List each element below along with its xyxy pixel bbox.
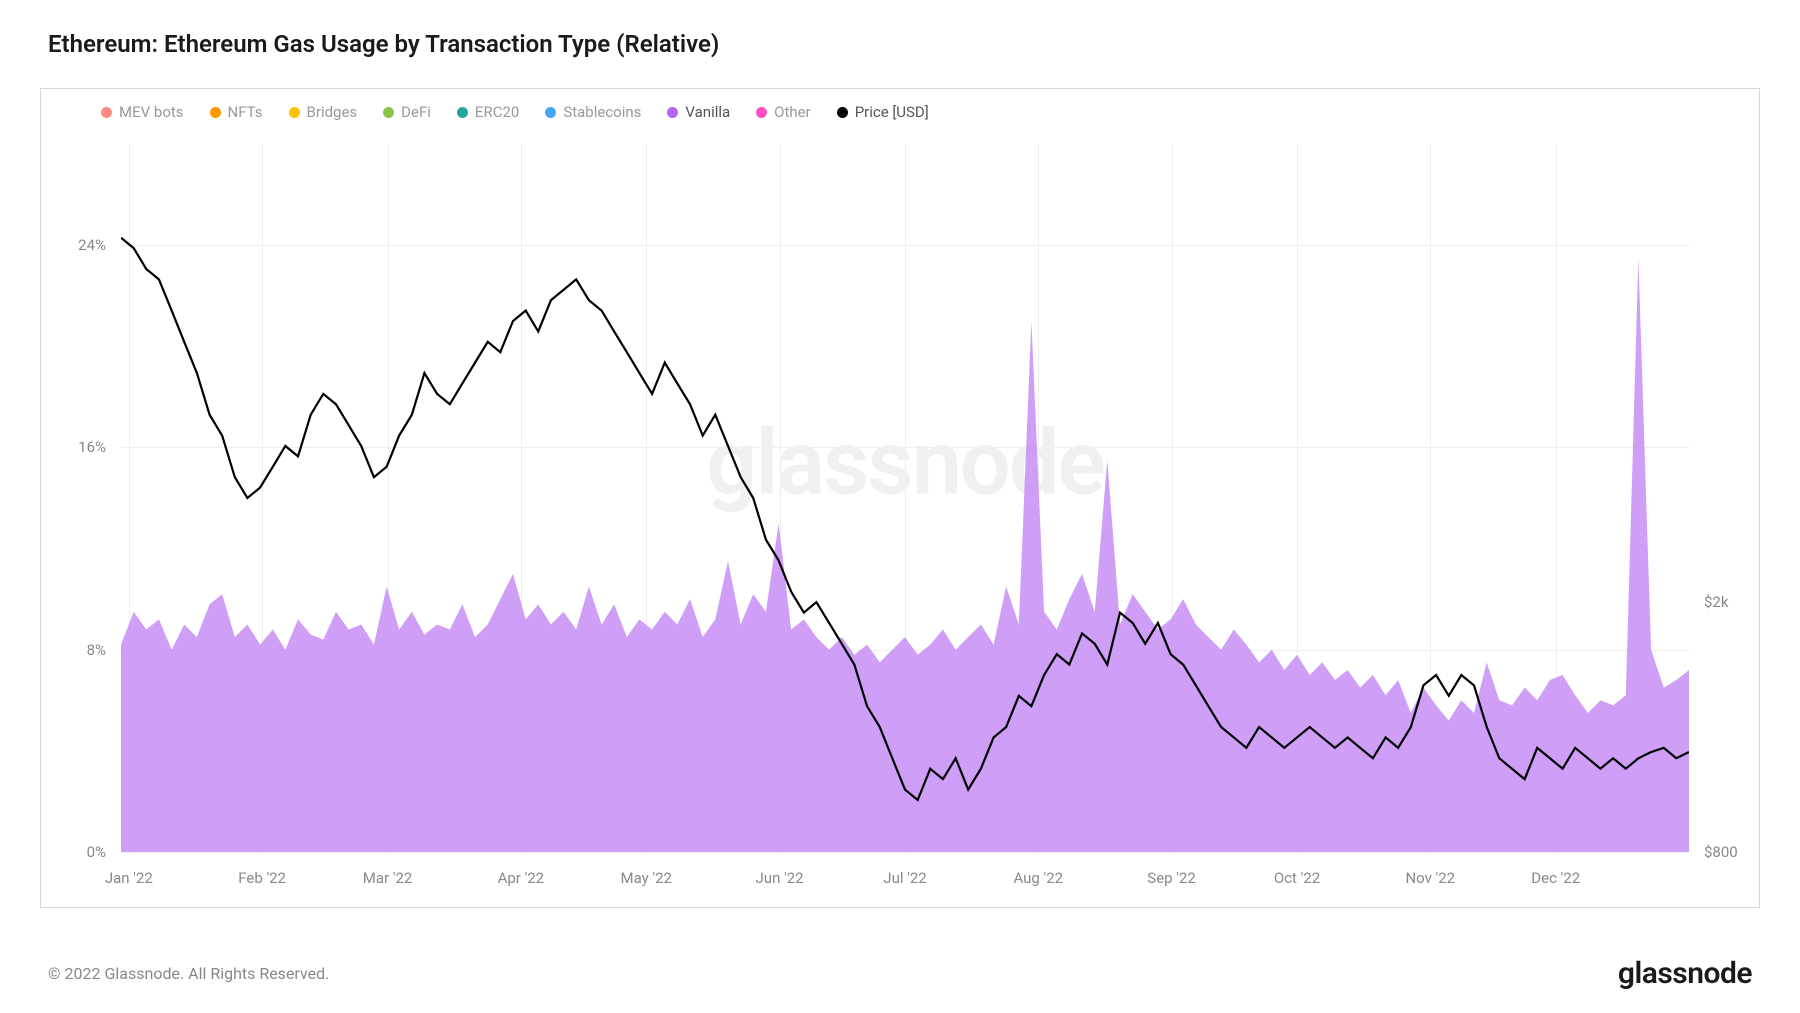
legend-dot bbox=[837, 107, 848, 118]
legend-label: Other bbox=[774, 103, 811, 121]
x-tick: Aug '22 bbox=[1013, 869, 1063, 887]
legend-item-mev-bots[interactable]: MEV bots bbox=[101, 103, 184, 121]
x-tick: Apr '22 bbox=[498, 869, 545, 887]
legend-label: Price [USD] bbox=[855, 103, 929, 121]
x-tick: Jan '22 bbox=[105, 869, 153, 887]
x-tick: Sep '22 bbox=[1147, 869, 1196, 887]
chart-title: Ethereum: Ethereum Gas Usage by Transact… bbox=[48, 30, 1760, 58]
legend-item-defi[interactable]: DeFi bbox=[383, 103, 431, 121]
legend-item-vanilla[interactable]: Vanilla bbox=[667, 103, 730, 121]
legend-dot bbox=[289, 107, 300, 118]
legend-label: ERC20 bbox=[475, 103, 519, 121]
x-tick: Jul '22 bbox=[883, 869, 926, 887]
y-axis-left: 0%8%16%24% bbox=[41, 144, 116, 852]
legend-label: Bridges bbox=[307, 103, 358, 121]
plot-area: glassnode bbox=[121, 144, 1689, 852]
legend-dot bbox=[756, 107, 767, 118]
x-tick: May '22 bbox=[621, 869, 672, 887]
gridline-h bbox=[121, 852, 1689, 853]
x-tick: Oct '22 bbox=[1274, 869, 1320, 887]
legend-dot bbox=[457, 107, 468, 118]
y-left-tick: 24% bbox=[78, 236, 106, 254]
legend-item-price-usd-[interactable]: Price [USD] bbox=[837, 103, 929, 121]
legend-dot bbox=[383, 107, 394, 118]
legend-item-nfts[interactable]: NFTs bbox=[210, 103, 263, 121]
legend-dot bbox=[210, 107, 221, 118]
legend-dot bbox=[545, 107, 556, 118]
y-left-tick: 0% bbox=[87, 843, 106, 861]
copyright: © 2022 Glassnode. All Rights Reserved. bbox=[48, 964, 329, 983]
legend-label: MEV bots bbox=[119, 103, 184, 121]
x-tick: Dec '22 bbox=[1531, 869, 1580, 887]
chart-svg bbox=[121, 144, 1689, 852]
x-axis: Jan '22Feb '22Mar '22Apr '22May '22Jun '… bbox=[121, 857, 1689, 907]
legend-label: Stablecoins bbox=[563, 103, 641, 121]
x-tick: Mar '22 bbox=[363, 869, 413, 887]
x-tick: Feb '22 bbox=[238, 869, 286, 887]
brand-logo: glassnode bbox=[1618, 956, 1752, 991]
legend-dot bbox=[101, 107, 112, 118]
x-tick: Jun '22 bbox=[756, 869, 804, 887]
y-right-tick: $800 bbox=[1704, 843, 1738, 861]
legend-item-stablecoins[interactable]: Stablecoins bbox=[545, 103, 641, 121]
y-right-tick: $2k bbox=[1704, 593, 1728, 611]
x-tick: Nov '22 bbox=[1405, 869, 1455, 887]
chart-container: MEV bots NFTs Bridges DeFi ERC20 Stablecoins V… bbox=[40, 88, 1760, 908]
y-axis-right: $800$2k bbox=[1694, 144, 1759, 852]
legend-item-other[interactable]: Other bbox=[756, 103, 811, 121]
y-left-tick: 8% bbox=[87, 641, 106, 659]
legend-item-bridges[interactable]: Bridges bbox=[289, 103, 358, 121]
legend-label: NFTs bbox=[228, 103, 263, 121]
area-series-vanilla bbox=[121, 258, 1689, 852]
legend-label: Vanilla bbox=[685, 103, 730, 121]
legend-item-erc20[interactable]: ERC20 bbox=[457, 103, 519, 121]
legend-label: DeFi bbox=[401, 103, 431, 121]
legend: MEV bots NFTs Bridges DeFi ERC20 Stablecoins V… bbox=[41, 89, 1759, 131]
y-left-tick: 16% bbox=[78, 438, 106, 456]
legend-dot bbox=[667, 107, 678, 118]
